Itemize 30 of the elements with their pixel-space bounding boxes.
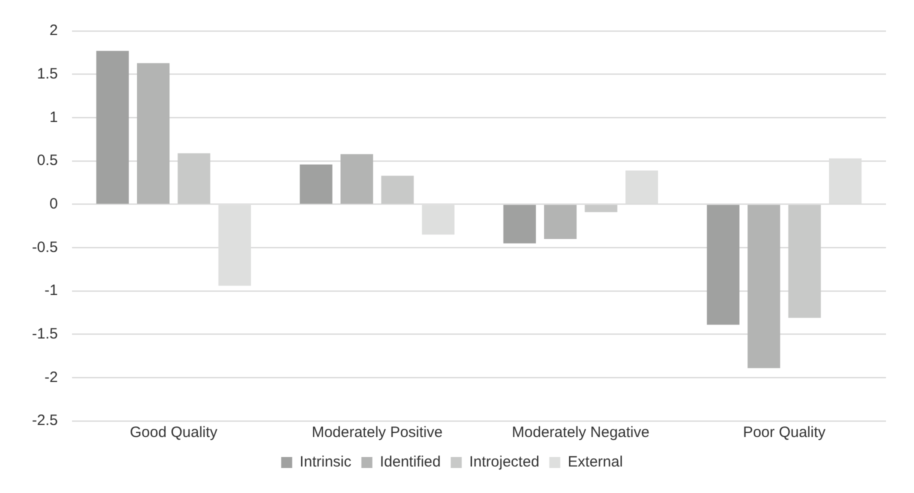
x-tick-label: Moderately Positive bbox=[312, 424, 443, 442]
legend-label: Intrinsic bbox=[300, 454, 352, 471]
x-tick-label: Good Quality bbox=[130, 424, 218, 442]
y-tick-label: 1.5 bbox=[36, 65, 58, 82]
bar bbox=[584, 204, 618, 212]
bar bbox=[788, 204, 821, 318]
bar bbox=[136, 63, 170, 204]
bar bbox=[503, 204, 536, 244]
x-tick-label: Poor Quality bbox=[742, 424, 826, 442]
bar bbox=[748, 204, 780, 368]
legend-label: Introjected bbox=[469, 454, 540, 471]
bar bbox=[178, 153, 210, 204]
bar bbox=[300, 164, 332, 204]
legend-label: Identified bbox=[380, 454, 441, 471]
y-tick-label: -2.5 bbox=[32, 412, 58, 430]
y-tick-label: 1 bbox=[50, 108, 58, 126]
legend-label: External bbox=[568, 454, 623, 471]
bar bbox=[340, 154, 374, 204]
y-tick-label: -2 bbox=[44, 368, 58, 386]
y-tick-label: 2 bbox=[50, 22, 58, 40]
bar bbox=[96, 50, 129, 204]
y-tick-label: -1.5 bbox=[32, 325, 58, 342]
y-tick-label: 0.5 bbox=[36, 152, 58, 170]
bar bbox=[544, 204, 577, 239]
x-tick-label: Moderately Negative bbox=[512, 424, 650, 442]
y-tick-label: -0.5 bbox=[32, 238, 58, 256]
y-tick-label: 0 bbox=[50, 195, 58, 212]
bar bbox=[706, 204, 740, 325]
bar bbox=[381, 176, 414, 204]
y-tick-label: -1 bbox=[44, 282, 58, 300]
